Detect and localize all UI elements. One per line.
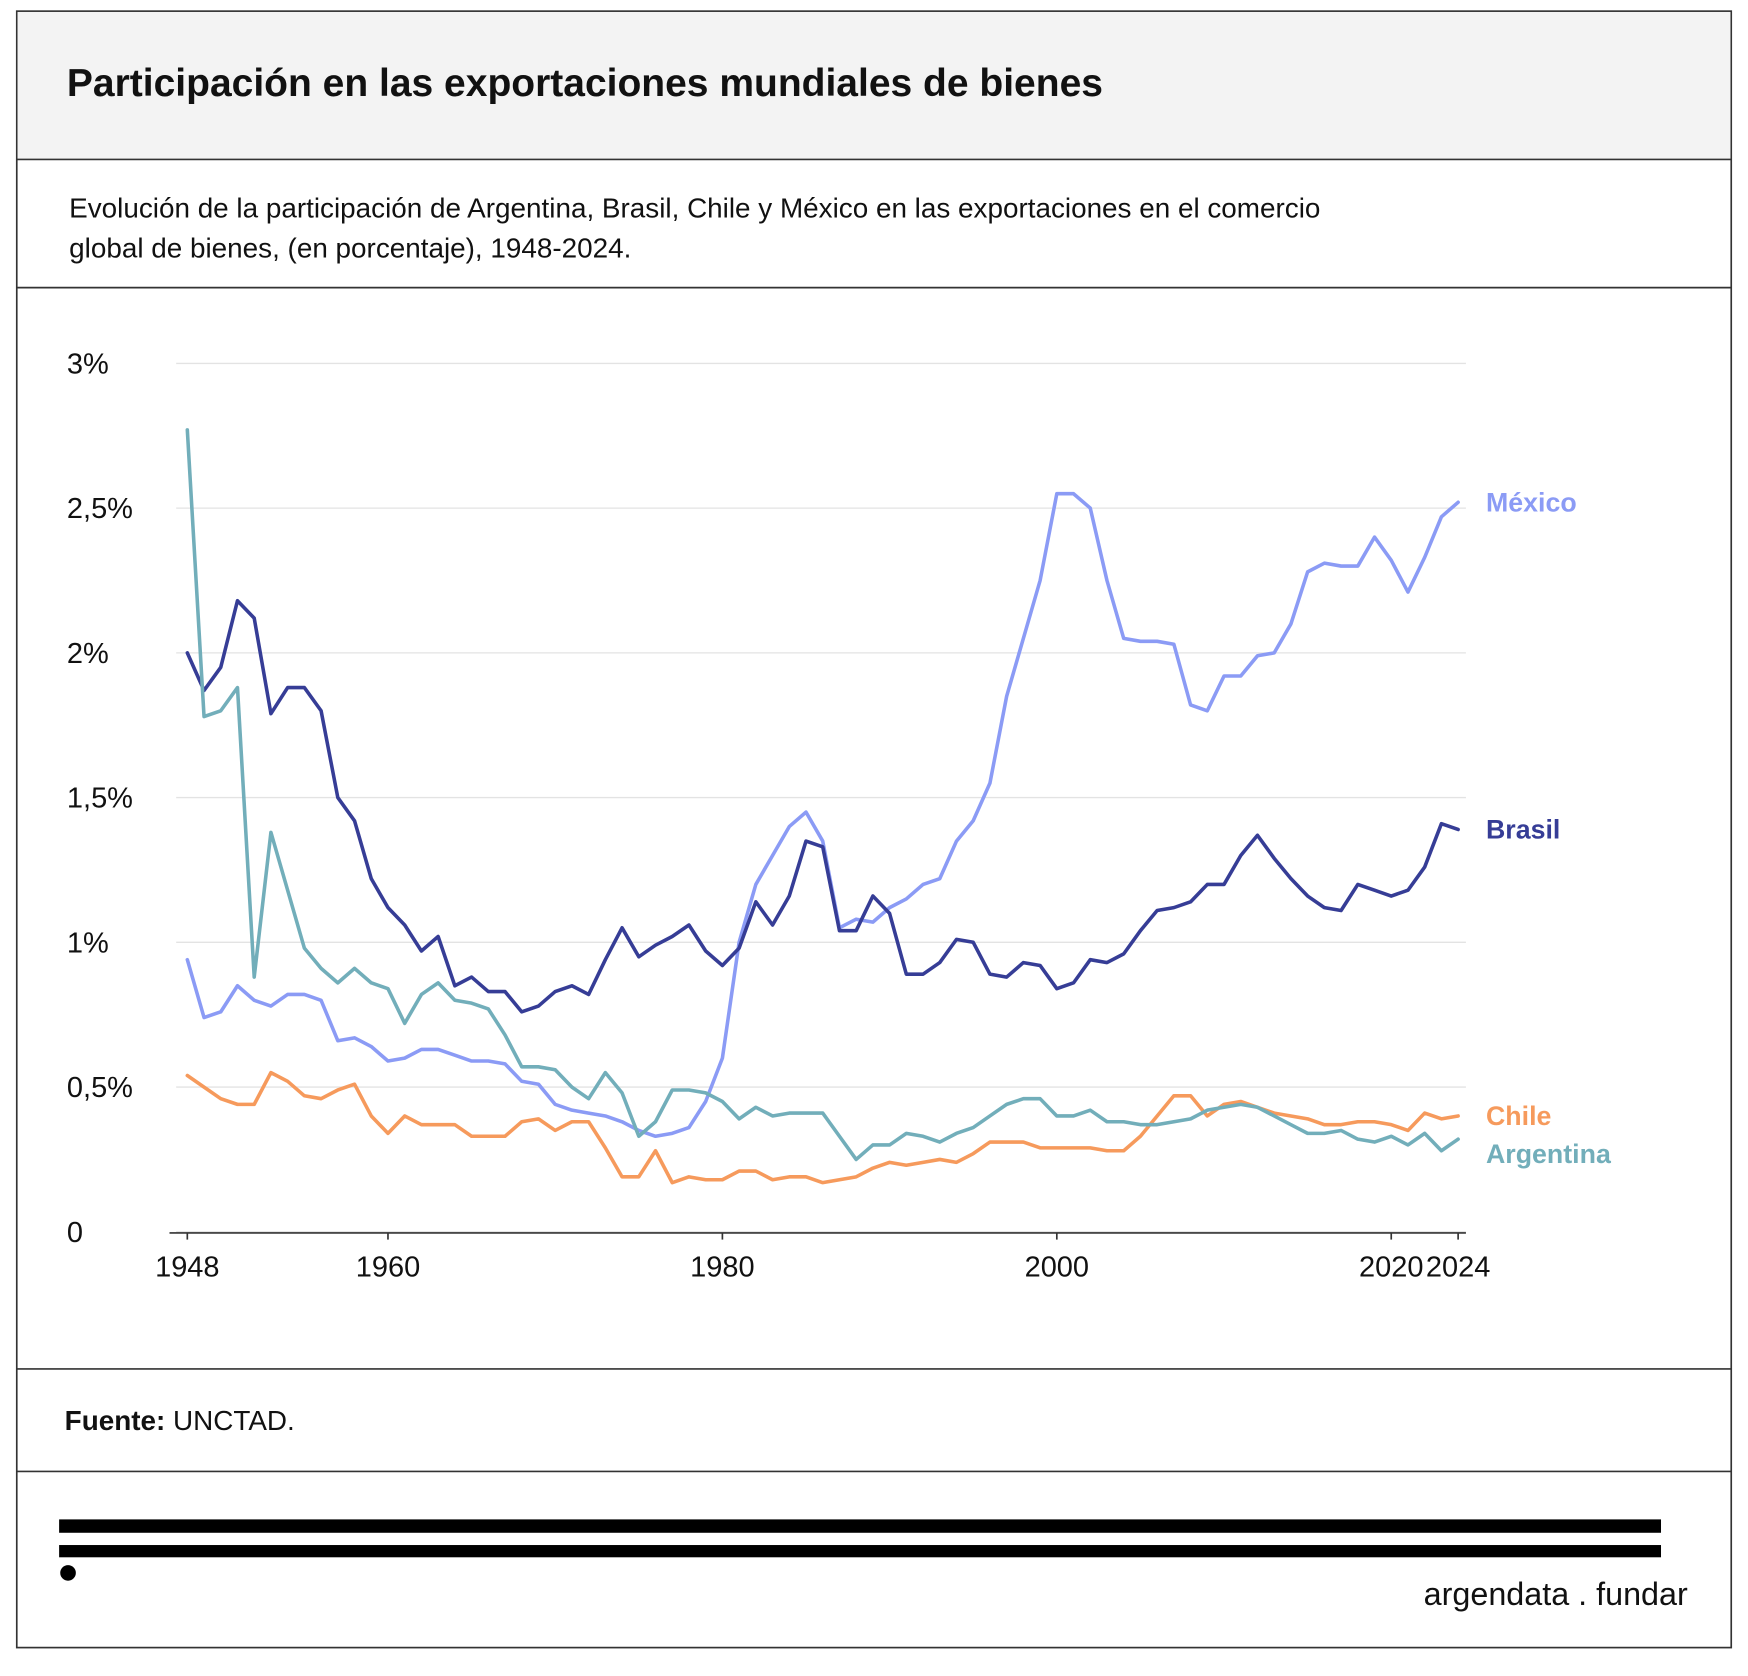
- y-tick-label: 0,5%: [67, 1072, 133, 1104]
- source: Fuente: UNCTAD.: [65, 1405, 295, 1436]
- brand-dot: [60, 1565, 76, 1581]
- series-label: Brasil: [1486, 814, 1560, 844]
- brand: argendata . fundar: [1424, 1576, 1688, 1612]
- subtitle: global de bienes, (en porcentaje), 1948-…: [69, 233, 631, 264]
- series-label: México: [1486, 487, 1577, 517]
- title-band: [17, 11, 1731, 160]
- x-tick-label: 1948: [155, 1251, 219, 1283]
- series-line: [185, 428, 1460, 1162]
- series-line: [185, 491, 1460, 1139]
- frame: [15, 10, 1733, 1649]
- series-line: [185, 1070, 1460, 1185]
- x-tick-label: 2020: [1359, 1251, 1423, 1283]
- brand-bar: [59, 1519, 1662, 1533]
- y-tick-label: 1%: [67, 927, 109, 959]
- x-tick-label: 1980: [690, 1251, 754, 1283]
- series-label: Chile: [1486, 1101, 1551, 1131]
- x-tick-label: 2000: [1025, 1251, 1089, 1283]
- subtitle: Evolución de la participación de Argenti…: [69, 192, 1320, 223]
- source-label: Fuente:: [65, 1405, 166, 1436]
- y-tick-label: 3%: [67, 348, 109, 380]
- source-text: UNCTAD.: [173, 1405, 295, 1436]
- brand-bar: [59, 1545, 1662, 1558]
- x-tick-label: 2024: [1426, 1251, 1490, 1283]
- y-tick-label: 2%: [67, 638, 109, 670]
- y-tick-label: 0: [67, 1217, 83, 1249]
- plot: 0 0,5% 1% 1,5% 2% 2,5% 3% 1948 1960 1980 2000 2020 2…: [67, 348, 1612, 1283]
- chart-title: Participación en las exportaciones mundi…: [67, 62, 1103, 105]
- x-tick-label: 1960: [356, 1251, 420, 1283]
- series-label: Argentina: [1486, 1139, 1612, 1169]
- y-tick-label: 1,5%: [67, 783, 133, 815]
- y-tick-label: 2,5%: [67, 493, 133, 525]
- series-line: [185, 598, 1460, 1014]
